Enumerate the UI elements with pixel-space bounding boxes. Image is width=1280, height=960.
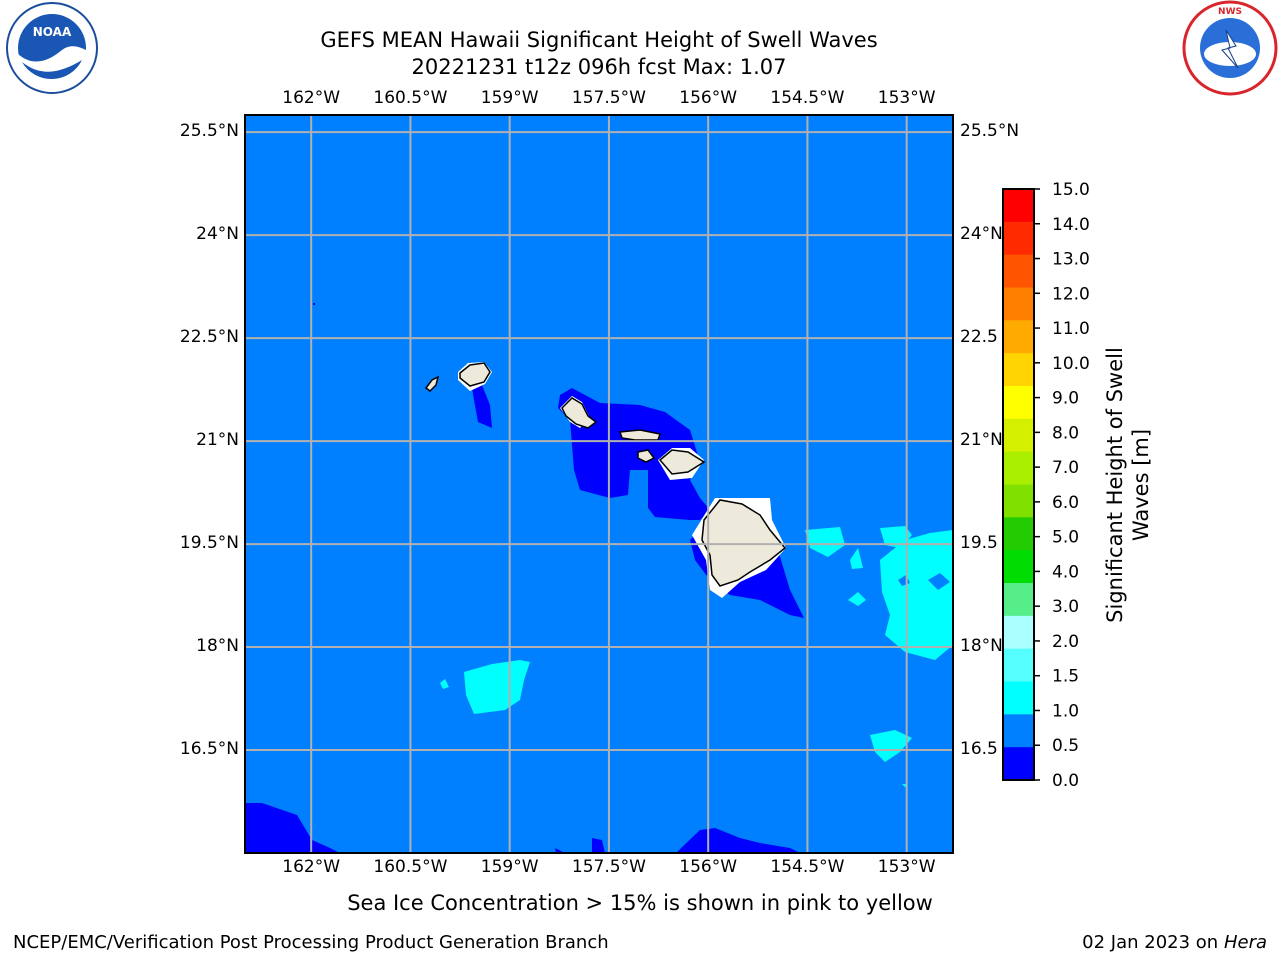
island-oahu bbox=[561, 397, 598, 429]
colorbar-tick-label: 2.0 bbox=[1052, 632, 1079, 652]
colorbar-swatch bbox=[1003, 221, 1034, 256]
colorbar-swatch bbox=[1003, 517, 1034, 551]
lat-tick-label-left: 16.5°N bbox=[179, 739, 239, 760]
colorbar-tick-label: 1.5 bbox=[1052, 667, 1079, 687]
noaa-logo: NOAA bbox=[6, 2, 98, 94]
colorbar-swatch bbox=[1003, 615, 1034, 650]
chart-title: GEFS MEAN Hawaii Significant Height of S… bbox=[320, 28, 878, 52]
colorbar-tick-label: 12.0 bbox=[1052, 284, 1090, 304]
lon-tick-label-top: 154.5°W bbox=[770, 88, 845, 108]
lon-tick-label-bottom: 162°W bbox=[282, 857, 341, 877]
footer-host: Hera bbox=[1223, 932, 1267, 953]
lon-tick-label-top: 157.5°W bbox=[571, 88, 646, 108]
colorbar-tick-label: 11.0 bbox=[1052, 319, 1090, 339]
colorbar-label-line1: Significant Height of Swell bbox=[1103, 347, 1127, 623]
colorbar-tick-label: 0.0 bbox=[1052, 771, 1079, 791]
lat-tick-label-left: 18°N bbox=[196, 636, 239, 657]
lon-tick-label-top: 153°W bbox=[877, 88, 936, 108]
colorbar-swatch bbox=[1003, 386, 1034, 420]
colorbar-swatch bbox=[1003, 451, 1034, 485]
colorbar-tick-label: 4.0 bbox=[1052, 562, 1079, 582]
colorbar-swatch bbox=[1003, 353, 1034, 387]
island-molokai bbox=[618, 429, 661, 441]
map-area bbox=[244, 114, 954, 854]
colorbar-tick-label: 3.0 bbox=[1052, 597, 1079, 617]
colorbar-frame bbox=[1002, 188, 1035, 781]
lat-tick-label-left: 19.5°N bbox=[179, 533, 239, 554]
lat-tick-label-left: 21°N bbox=[196, 430, 239, 451]
island-hawaii bbox=[701, 499, 787, 587]
colorbar-swatch bbox=[1003, 320, 1034, 354]
lon-tick-label-top: 156°W bbox=[679, 88, 738, 108]
lon-tick-label-bottom: 159°W bbox=[480, 857, 539, 877]
colorbar-swatch bbox=[1003, 189, 1034, 223]
colorbar-tick-label: 13.0 bbox=[1052, 250, 1090, 270]
lat-tick-label-left: 24°N bbox=[196, 224, 239, 245]
sea-ice-note: Sea Ice Concentration > 15% is shown in … bbox=[347, 891, 933, 915]
colorbar-swatch bbox=[1003, 287, 1034, 321]
lat-tick-label-right: 21°N bbox=[960, 430, 1003, 451]
colorbar-tick-label: 15.0 bbox=[1052, 180, 1090, 200]
lat-tick-label-left: 22.5°N bbox=[179, 327, 239, 348]
footer-credit: NCEP/EMC/Verification Post Processing Pr… bbox=[13, 932, 609, 953]
lon-tick-label-bottom: 153°W bbox=[877, 857, 936, 877]
noaa-logo-text: NOAA bbox=[33, 25, 72, 39]
lat-tick-label-right: 18°N bbox=[960, 636, 1003, 657]
colorbar-tick-label: 10.0 bbox=[1052, 354, 1090, 374]
lon-tick-label-bottom: 157.5°W bbox=[571, 857, 646, 877]
chart-subtitle: 20221231 t12z 096h fcst Max: 1.07 bbox=[411, 55, 787, 79]
swell-contour-1-1.5 bbox=[440, 526, 953, 788]
colorbar: 15.0 14.0 13.0 12.0 11.0 10.0 9.0 8.0 7.0 6.0 5.0 4… bbox=[1002, 180, 1090, 791]
nws-logo: NWS bbox=[1182, 0, 1278, 96]
gridlines bbox=[245, 115, 953, 853]
lat-tick-label-left: 25.5°N bbox=[179, 121, 239, 142]
footer-date-text: 02 Jan 2023 on bbox=[1082, 932, 1224, 953]
colorbar-swatch bbox=[1003, 550, 1034, 584]
colorbar-tick-label: 6.0 bbox=[1052, 493, 1079, 513]
nws-logo-text: NWS bbox=[1218, 7, 1242, 17]
lon-tick-label-bottom: 160.5°W bbox=[373, 857, 448, 877]
lat-tick-label-right: 19.5 bbox=[960, 533, 998, 554]
lat-tick-label-right: 24°N bbox=[960, 224, 1003, 245]
footer-date: 02 Jan 2023 on Hera bbox=[1082, 932, 1267, 953]
island-lanai bbox=[637, 449, 656, 463]
lon-tick-label-top: 160.5°W bbox=[373, 88, 448, 108]
colorbar-swatch bbox=[1003, 484, 1034, 518]
colorbar-tick-label: 7.0 bbox=[1052, 458, 1079, 478]
colorbar-swatch bbox=[1003, 583, 1034, 617]
colorbar-tick-label: 0.5 bbox=[1052, 736, 1079, 756]
island-niihau bbox=[424, 375, 440, 392]
colorbar-tick-label: 9.0 bbox=[1052, 389, 1079, 409]
colorbar-label-line2: Waves [m] bbox=[1129, 429, 1153, 541]
lat-tick-label-right: 25.5°N bbox=[960, 121, 1020, 142]
colorbar-tick-label: 14.0 bbox=[1052, 215, 1090, 235]
colorbar-swatch bbox=[1003, 681, 1034, 715]
island-kauai bbox=[459, 362, 491, 387]
colorbar-swatch bbox=[1003, 747, 1034, 781]
colorbar-swatch bbox=[1003, 714, 1034, 748]
colorbar-swatch bbox=[1003, 648, 1034, 682]
lat-tick-label-right: 16.5 bbox=[960, 739, 998, 760]
lon-tick-label-top: 162°W bbox=[282, 88, 341, 108]
colorbar-tick-label: 1.0 bbox=[1052, 701, 1079, 721]
colorbar-swatch bbox=[1003, 418, 1034, 453]
lon-tick-label-bottom: 154.5°W bbox=[770, 857, 845, 877]
colorbar-tick-label: 8.0 bbox=[1052, 423, 1079, 443]
colorbar-swatch bbox=[1003, 254, 1034, 288]
lat-tick-label-right: 22.5 bbox=[960, 327, 998, 348]
map-frame bbox=[244, 114, 954, 854]
lon-tick-label-bottom: 156°W bbox=[679, 857, 738, 877]
colorbar-tick-label: 5.0 bbox=[1052, 528, 1079, 548]
land-masses bbox=[313, 303, 787, 598]
lon-tick-label-top: 159°W bbox=[480, 88, 539, 108]
island-maui bbox=[658, 449, 706, 475]
